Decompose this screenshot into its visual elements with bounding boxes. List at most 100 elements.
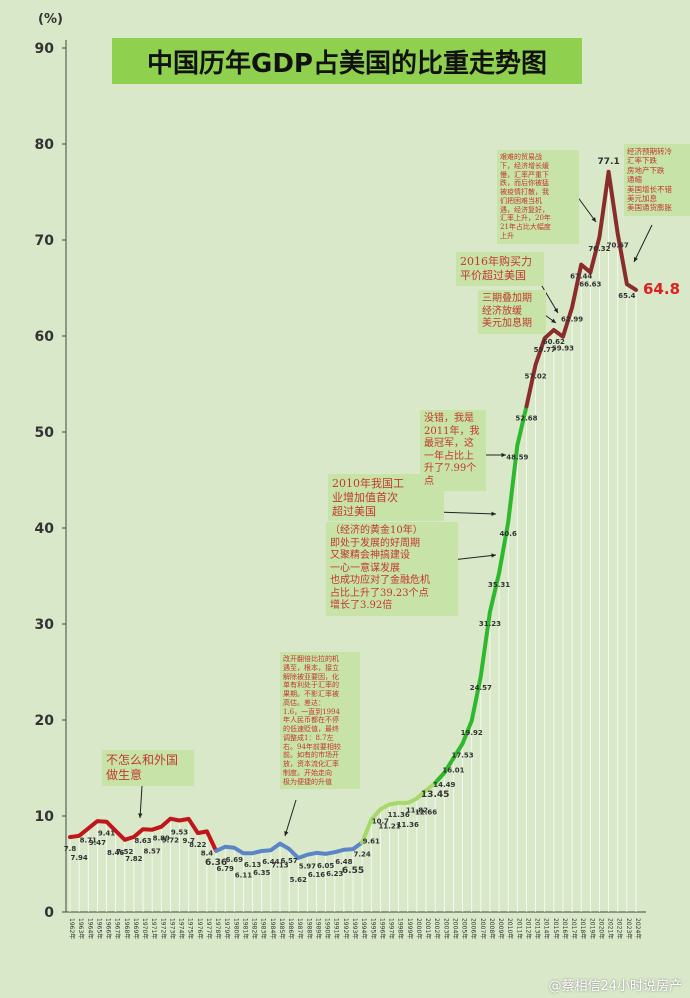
annotation-covid: 艰难的贸易战 下，经济增长缓 慢，汇率严重下 跌，而后你被猛 被疫情打散，我 们… bbox=[497, 150, 579, 244]
x-tick-label: 1992年 bbox=[342, 918, 350, 939]
x-tick-label: 2017年 bbox=[570, 918, 578, 939]
data-label: 8.46 bbox=[107, 849, 124, 857]
annotation-arrow bbox=[435, 511, 497, 515]
x-tick-label: 1987年 bbox=[296, 918, 304, 939]
x-tick-label: 1970年 bbox=[141, 918, 149, 939]
data-label: 19.92 bbox=[461, 729, 483, 737]
annotation-recent: 经济预期转冷 汇率下跌 房地产下跌 通缩 美国增长不错 美元加息 美国通货膨胀 bbox=[624, 144, 690, 216]
data-label: 6.55 bbox=[342, 866, 364, 876]
x-tick-label: 1962年 bbox=[68, 918, 76, 939]
arrow-head bbox=[553, 308, 558, 313]
data-label: 70.32 bbox=[588, 245, 610, 253]
x-tick-label: 1982年 bbox=[251, 918, 259, 939]
y-unit-label: (%) bbox=[38, 12, 63, 27]
data-label: 5.62 bbox=[290, 876, 307, 884]
x-tick-label: 1998年 bbox=[397, 918, 405, 939]
x-tick-label: 1967年 bbox=[114, 918, 122, 939]
x-tick-label: 1999年 bbox=[406, 918, 414, 939]
data-label: 6.69 bbox=[226, 856, 243, 864]
data-label: 13.45 bbox=[421, 790, 449, 800]
x-tick-label: 1973年 bbox=[168, 918, 176, 939]
y-tick-label: 10 bbox=[35, 809, 55, 825]
x-tick-label: 1968年 bbox=[123, 918, 131, 939]
data-label: 7.82 bbox=[125, 855, 142, 863]
annotation-ppp: 2016年购买力 平价超过美国 bbox=[456, 252, 544, 286]
x-tick-label: 1963年 bbox=[77, 918, 85, 939]
data-label: 9.41 bbox=[98, 830, 115, 838]
data-label: 6.48 bbox=[335, 858, 352, 866]
data-label: 14.49 bbox=[433, 781, 455, 789]
annotation-trade: 不怎么和外国 做生意 bbox=[102, 750, 194, 786]
x-tick-label: 2003年 bbox=[442, 918, 450, 939]
watermark: @蔡相信24小时说房产 bbox=[548, 979, 682, 994]
data-label: 24.57 bbox=[470, 684, 492, 692]
data-label: 8.89 bbox=[153, 835, 170, 843]
arrow-head bbox=[551, 318, 556, 323]
x-tick-label: 2020年 bbox=[597, 918, 605, 939]
data-label: 52.68 bbox=[515, 414, 537, 422]
y-tick-label: 0 bbox=[44, 905, 54, 921]
y-tick-label: 60 bbox=[35, 329, 55, 345]
data-label: 6.79 bbox=[217, 865, 234, 873]
x-tick-label: 2007年 bbox=[479, 918, 487, 939]
x-tick-label: 2019年 bbox=[588, 918, 596, 939]
arrow-head bbox=[491, 553, 496, 558]
x-tick-label: 1985年 bbox=[278, 918, 286, 939]
data-label: 6.36 bbox=[205, 858, 227, 868]
x-tick-label: 1974年 bbox=[178, 918, 186, 939]
annotation-2011: 没错，我是 2011年，我 最冠军，这 一年占比上 升了7.99个 点 bbox=[420, 410, 486, 491]
data-label: 11.36 bbox=[388, 811, 410, 819]
x-tick-label: 1969年 bbox=[132, 918, 140, 939]
data-label: 40.6 bbox=[500, 530, 517, 538]
data-label: 6.16 bbox=[308, 871, 325, 879]
x-tick-label: 2006年 bbox=[470, 918, 478, 939]
x-tick-label: 1991年 bbox=[333, 918, 341, 939]
data-label: 59.93 bbox=[552, 345, 574, 353]
x-tick-label: 2018年 bbox=[579, 918, 587, 939]
arrow-head bbox=[634, 257, 638, 262]
x-tick-label: 1994年 bbox=[360, 918, 368, 939]
x-tick-label: 1997年 bbox=[388, 918, 396, 939]
y-tick-label: 30 bbox=[35, 617, 55, 633]
data-label: 31.23 bbox=[479, 620, 501, 628]
x-tick-label: 2009年 bbox=[497, 918, 505, 939]
x-tick-label: 2000年 bbox=[415, 918, 423, 939]
x-tick-label: 1978年 bbox=[214, 918, 222, 939]
x-tick-label: 2023年 bbox=[625, 918, 633, 939]
x-tick-label: 2021年 bbox=[607, 918, 615, 939]
data-label: 9.72 bbox=[162, 837, 179, 845]
x-tick-label: 1972年 bbox=[159, 918, 167, 939]
x-tick-label: 2022年 bbox=[616, 918, 624, 939]
data-label: 16.01 bbox=[442, 766, 464, 774]
x-tick-label: 1988年 bbox=[305, 918, 313, 939]
data-label: 9.47 bbox=[89, 839, 106, 847]
data-label: 59.77 bbox=[534, 346, 556, 354]
series-segment-red bbox=[68, 816, 219, 853]
x-tick-label: 2014年 bbox=[543, 918, 551, 939]
annotation-arrow bbox=[284, 799, 297, 837]
x-tick-label: 1989年 bbox=[314, 918, 322, 939]
data-label: 62.99 bbox=[561, 315, 583, 323]
x-tick-label: 1980年 bbox=[232, 918, 240, 939]
x-tick-label: 1981年 bbox=[241, 918, 249, 939]
x-tick-label: 2012年 bbox=[524, 918, 532, 939]
x-tick-label: 2004年 bbox=[451, 918, 459, 939]
x-tick-label: 2002年 bbox=[433, 918, 441, 939]
x-tick-label: 1984年 bbox=[269, 918, 277, 939]
data-label: 11.36 bbox=[397, 821, 419, 829]
x-tick-label: 2016年 bbox=[561, 918, 569, 939]
data-label: 6.23 bbox=[326, 870, 343, 878]
data-label: 8.71 bbox=[80, 836, 97, 844]
data-label: 77.1 bbox=[598, 157, 620, 167]
data-label: 11.82 bbox=[406, 807, 428, 815]
data-label: 6.05 bbox=[317, 862, 334, 870]
x-tick-label: 2008年 bbox=[488, 918, 496, 939]
series-segment-green bbox=[433, 404, 529, 785]
data-label: 6.35 bbox=[253, 869, 270, 877]
x-tick-label: 1975年 bbox=[187, 918, 195, 939]
data-label: 48.59 bbox=[506, 454, 528, 462]
series-segment-blue bbox=[214, 840, 365, 860]
x-tick-label: 2015年 bbox=[552, 918, 560, 939]
data-label: 8.57 bbox=[144, 848, 161, 856]
data-label: 17.53 bbox=[451, 752, 473, 760]
